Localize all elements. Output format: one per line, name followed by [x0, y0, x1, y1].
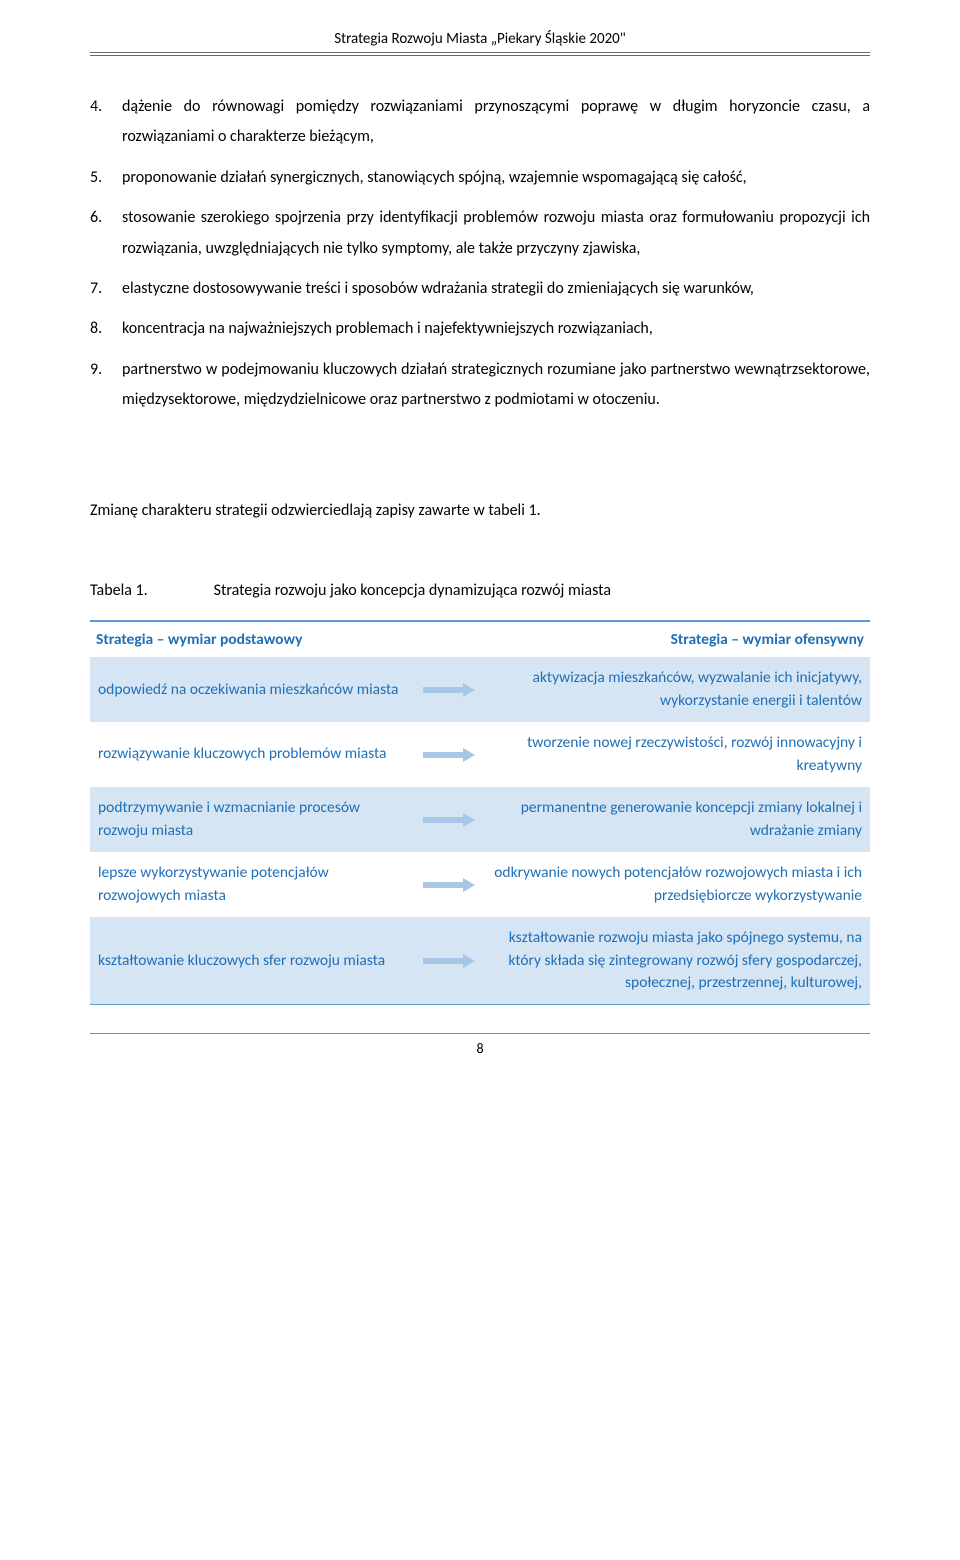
- table-cell-arrow: [415, 722, 483, 787]
- table-row: lepsze wykorzystywanie potencjałów rozwo…: [90, 852, 870, 917]
- list-item: 9.partnerstwo w podejmowaniu kluczowych …: [122, 355, 870, 416]
- list-item: 6.stosowanie szerokiego spojrzenia przy …: [122, 203, 870, 264]
- table-cell-right: aktywizacja mieszkańców, wyzwalanie ich …: [483, 657, 870, 722]
- table-cell-right: tworzenie nowej rzeczywistości, rozwój i…: [483, 722, 870, 787]
- list-item-number: 8.: [90, 314, 102, 344]
- table-cell-arrow: [415, 787, 483, 852]
- intro-paragraph: Zmianę charakteru strategii odzwierciedl…: [90, 496, 870, 526]
- table-cell-left: rozwiązywanie kluczowych problemów miast…: [90, 722, 415, 787]
- table-header-left: Strategia – wymiar podstawowy: [90, 621, 415, 657]
- table-cell-arrow: [415, 852, 483, 917]
- table-header-spacer: [415, 621, 483, 657]
- page-header-title: Strategia Rozwoju Miasta „Piekary Śląski…: [90, 0, 870, 52]
- list-item-number: 4.: [90, 92, 102, 122]
- arrow-right-icon: [423, 683, 475, 697]
- table-caption-text: Strategia rozwoju jako koncepcja dynamiz…: [214, 581, 611, 600]
- list-item-number: 6.: [90, 203, 102, 233]
- table-cell-arrow: [415, 657, 483, 722]
- table-row: kształtowanie kluczowych sfer rozwoju mi…: [90, 917, 870, 1005]
- list-item-text: elastyczne dostosowywanie treści i sposo…: [122, 279, 754, 298]
- list-item-text: partnerstwo w podejmowaniu kluczowych dz…: [122, 360, 870, 409]
- list-item: 5.proponowanie działań synergicznych, st…: [122, 163, 870, 193]
- list-item-text: dążenie do równowagi pomiędzy rozwiązani…: [122, 97, 870, 146]
- table-cell-left: podtrzymywanie i wzmacnianie procesów ro…: [90, 787, 415, 852]
- arrow-right-icon: [423, 813, 475, 827]
- list-item: 8.koncentracja na najważniejszych proble…: [122, 314, 870, 344]
- table-cell-right: permanentne generowanie koncepcji zmiany…: [483, 787, 870, 852]
- arrow-right-icon: [423, 748, 475, 762]
- list-item-number: 5.: [90, 163, 102, 193]
- header-divider: [90, 52, 870, 53]
- table-caption: Tabela 1. Strategia rozwoju jako koncepc…: [90, 576, 870, 606]
- table-cell-right: kształtowanie rozwoju miasta jako spójne…: [483, 917, 870, 1005]
- table-cell-arrow: [415, 917, 483, 1005]
- comparison-table: Strategia – wymiar podstawowy Strategia …: [90, 620, 870, 1005]
- table-header-right: Strategia – wymiar ofensywny: [483, 621, 870, 657]
- table-cell-left: kształtowanie kluczowych sfer rozwoju mi…: [90, 917, 415, 1005]
- table-cell-left: lepsze wykorzystywanie potencjałów rozwo…: [90, 852, 415, 917]
- list-item-text: koncentracja na najważniejszych problema…: [122, 319, 653, 338]
- numbered-list: 4. dążenie do równowagi pomiędzy rozwiąza…: [90, 92, 870, 416]
- table-row: odpowiedź na oczekiwania mieszkańców mia…: [90, 657, 870, 722]
- table-cell-right: odkrywanie nowych potencjałów rozwojowyc…: [483, 852, 870, 917]
- list-item-text: proponowanie działań synergicznych, stan…: [122, 168, 747, 187]
- list-item-number: 9.: [90, 355, 102, 385]
- list-item: 7.elastyczne dostosowywanie treści i spo…: [122, 274, 870, 304]
- table-label: Tabela 1.: [90, 576, 210, 606]
- table-row: rozwiązywanie kluczowych problemów miast…: [90, 722, 870, 787]
- page-number: 8: [90, 1033, 870, 1077]
- list-item: 4.dążenie do równowagi pomiędzy rozwiąza…: [122, 92, 870, 153]
- arrow-right-icon: [423, 878, 475, 892]
- list-item-text: stosowanie szerokiego spojrzenia przy id…: [122, 208, 870, 257]
- list-item-number: 7.: [90, 274, 102, 304]
- table-row: podtrzymywanie i wzmacnianie procesów ro…: [90, 787, 870, 852]
- header-divider: [90, 55, 870, 56]
- arrow-right-icon: [423, 954, 475, 968]
- table-cell-left: odpowiedź na oczekiwania mieszkańców mia…: [90, 657, 415, 722]
